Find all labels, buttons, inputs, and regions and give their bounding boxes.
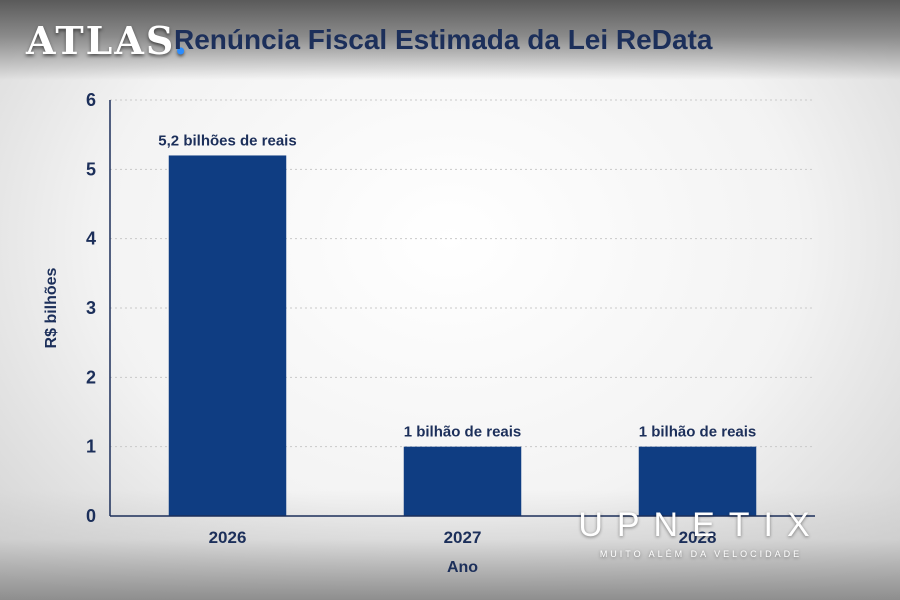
- bar: [168, 155, 287, 516]
- y-tick-labels: 0 1 2 3 4 5 6: [86, 90, 96, 526]
- y-axis-title: R$ bilhões: [43, 267, 60, 348]
- x-tick-label: 2027: [444, 528, 482, 547]
- watermark-main: UPNETIX: [578, 506, 824, 544]
- logo-text: ATLAS: [26, 18, 174, 63]
- chart-title: Renúncia Fiscal Estimada da Lei ReData: [174, 24, 713, 55]
- bar: [638, 446, 757, 516]
- y-tick-label: 6: [86, 90, 96, 110]
- y-tick-label: 1: [86, 437, 96, 457]
- logo-dot: .: [173, 18, 190, 63]
- y-tick-label: 5: [86, 159, 96, 179]
- data-label: 1 bilhão de reais: [639, 424, 757, 441]
- bar: [403, 446, 522, 516]
- atlas-logo: ATLAS.: [26, 18, 189, 63]
- watermark-tagline: MUITO ALÉM DA VELOCIDADE: [599, 549, 803, 559]
- data-labels: 5,2 bilhões de reais 1 bilhão de reais 1 b…: [158, 132, 756, 440]
- y-tick-label: 2: [86, 367, 96, 387]
- y-tick-label: 4: [86, 229, 96, 249]
- y-tick-label: 3: [86, 298, 96, 318]
- upnetix-watermark: UPNETIX MUITO ALÉM DA VELOCIDADE: [566, 506, 836, 559]
- top-banner: [0, 0, 900, 80]
- x-tick-label: 2026: [209, 528, 247, 547]
- y-tick-label: 0: [86, 506, 96, 526]
- data-label: 5,2 bilhões de reais: [158, 132, 296, 149]
- x-tick-labels: 2026 2027 2028: [209, 528, 717, 547]
- data-label: 1 bilhão de reais: [404, 424, 522, 441]
- x-tick-label: 2028: [679, 528, 717, 547]
- x-axis-title: Ano: [447, 559, 478, 576]
- bars: [168, 155, 757, 516]
